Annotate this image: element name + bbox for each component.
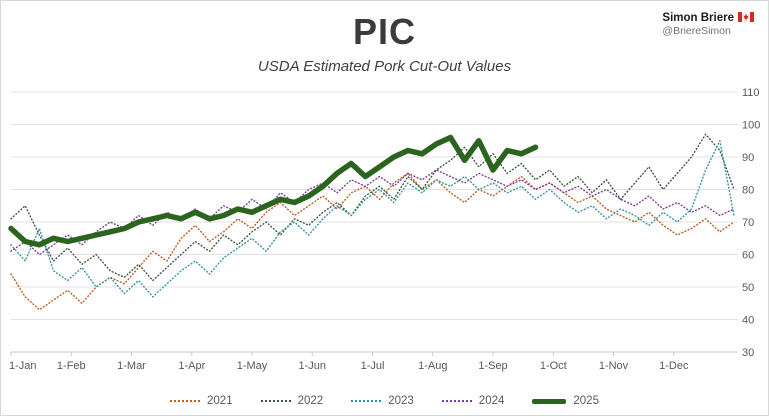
x-axis-label: 1-Jul [361,360,385,372]
x-axis-label: 1-Aug [418,360,447,372]
attribution-name-row: Simon Briere [662,11,754,25]
legend-label-2022: 2022 [297,395,324,407]
x-axis-label: 1-Dec [659,360,689,372]
series-line-2023 [10,140,735,298]
x-axis-label: 1-Mar [117,360,146,372]
canada-flag-icon [738,12,754,22]
x-axis-label: 1-Sep [478,360,507,372]
legend-swatch-2021 [170,400,201,402]
legend-label-2024: 2024 [478,395,505,407]
legend-item-2024: 2024 [441,395,505,407]
series-line-2024 [10,169,735,256]
x-axis-label: 1-Feb [57,360,86,372]
x-axis-label: 1-Jan [9,360,37,372]
y-axis-label: 40 [742,315,754,327]
legend-item-2022: 2022 [260,395,324,407]
legend-item-2025: 2025 [532,395,599,407]
legend-swatch-2023 [351,400,382,402]
y-axis-label: 100 [742,120,760,132]
y-axis-label: 90 [742,152,754,164]
y-axis-label: 60 [742,250,754,262]
y-axis-label: 30 [742,347,754,359]
y-axis-label: 50 [742,282,754,294]
series-line-2022 [10,133,735,282]
legend-item-2021: 2021 [170,395,233,407]
legend-label-2025: 2025 [573,395,599,407]
x-axis-label: 1-Apr [178,360,205,372]
x-axis-label: 1-Jun [299,360,327,372]
y-axis-label: 80 [742,185,754,197]
attribution-handle: @BriereSimon [662,25,731,38]
series-line-2025 [8,134,539,248]
legend-label-2021: 2021 [207,395,233,407]
legend-swatch-2022 [260,400,291,402]
legend-label-2023: 2023 [388,395,414,407]
chart-legend: 2021 2022 2023 2024 2025 [1,395,768,407]
chart-subtitle: USDA Estimated Pork Cut-Out Values [257,58,512,75]
y-axis-label: 110 [742,87,760,99]
series-line-2021 [10,172,735,311]
chart-title: PIC [352,11,416,52]
x-axis-label: 1-Nov [599,360,629,372]
attribution: Simon Briere @BriereSimon [662,11,754,39]
y-axis-label: 70 [742,217,754,229]
x-axis-label: 1-May [237,360,268,372]
legend-swatch-2025 [532,398,567,404]
legend-swatch-2024 [441,400,472,402]
legend-item-2023: 2023 [351,395,414,407]
attribution-name: Simon Briere [662,12,734,24]
x-axis-label: 1-Oct [540,360,567,372]
